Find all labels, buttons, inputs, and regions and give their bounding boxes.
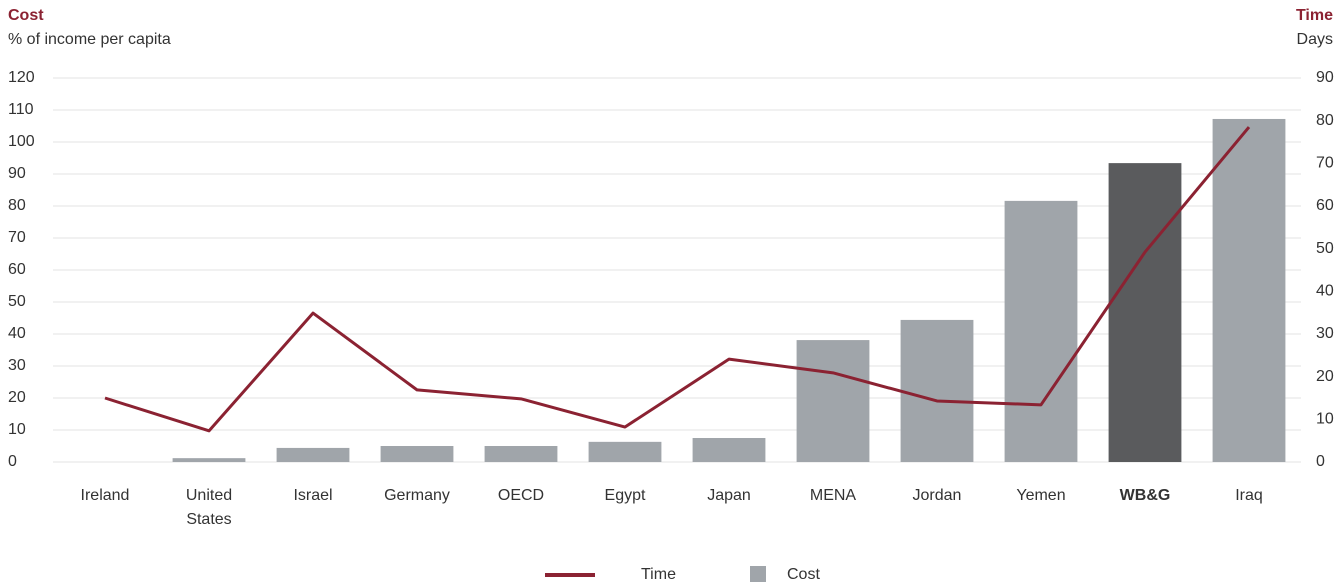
line xyxy=(104,126,1251,433)
y2-tick-label: 10 xyxy=(1316,411,1334,428)
x-tick-label: Ireland xyxy=(81,487,130,504)
bar xyxy=(588,441,662,462)
y2-tick-label: 80 xyxy=(1316,112,1334,129)
bar xyxy=(692,438,766,462)
x-tick-label: Iraq xyxy=(1235,487,1263,504)
y-tick-label: 120 xyxy=(8,69,35,86)
y2-tick-label: 60 xyxy=(1316,197,1334,214)
y-tick-label: 80 xyxy=(8,197,26,214)
bar xyxy=(796,340,870,462)
y2-axis-subtitle: Days xyxy=(1297,31,1333,48)
bar xyxy=(172,458,246,462)
y-axis-subtitle: % of income per capita xyxy=(8,31,171,48)
y2-tick-label: 30 xyxy=(1316,325,1334,342)
bar xyxy=(1212,118,1286,463)
bar xyxy=(484,446,558,462)
x-tick-label: United States xyxy=(186,487,232,528)
bar xyxy=(900,319,974,462)
y-tick-label: 0 xyxy=(8,453,17,470)
x-tick-label: OECD xyxy=(498,487,544,504)
y-axis-title: Cost xyxy=(8,7,44,24)
y-tick-label: 10 xyxy=(8,421,26,438)
y-tick-label: 100 xyxy=(8,133,35,150)
y2-tick-label: 70 xyxy=(1316,155,1334,172)
x-tick-label: Germany xyxy=(384,487,450,504)
y-tick-label: 70 xyxy=(8,229,26,246)
y-tick-label: 30 xyxy=(8,357,26,374)
y2-tick-label: 0 xyxy=(1316,453,1325,470)
y-tick-label: 60 xyxy=(8,261,26,278)
y2-tick-label: 20 xyxy=(1316,368,1334,385)
legend-label: Cost xyxy=(787,566,820,583)
y-tick-label: 90 xyxy=(8,165,26,182)
y2-axis-title: Time xyxy=(1296,7,1333,24)
x-tick-label: Israel xyxy=(293,487,332,504)
x-tick-label: Yemen xyxy=(1016,487,1065,504)
y2-tick-label: 90 xyxy=(1316,69,1334,86)
y-tick-label: 110 xyxy=(8,101,34,118)
bar xyxy=(380,446,454,462)
x-tick-label: Jordan xyxy=(913,487,962,504)
x-tick-label: Egypt xyxy=(605,487,646,504)
bar xyxy=(1004,200,1078,462)
x-tick-label: MENA xyxy=(810,487,857,504)
y-tick-label: 40 xyxy=(8,325,26,342)
x-tick-label: Japan xyxy=(707,487,751,504)
bar xyxy=(1108,163,1182,462)
x-tick-label: WB&G xyxy=(1120,487,1171,504)
y-tick-label: 20 xyxy=(8,389,26,406)
y-tick-label: 50 xyxy=(8,293,26,310)
y2-tick-label: 40 xyxy=(1316,283,1334,300)
y2-tick-label: 50 xyxy=(1316,240,1334,257)
legend-label: Time xyxy=(641,566,676,583)
bar xyxy=(276,447,350,462)
legend-swatch xyxy=(750,566,766,582)
